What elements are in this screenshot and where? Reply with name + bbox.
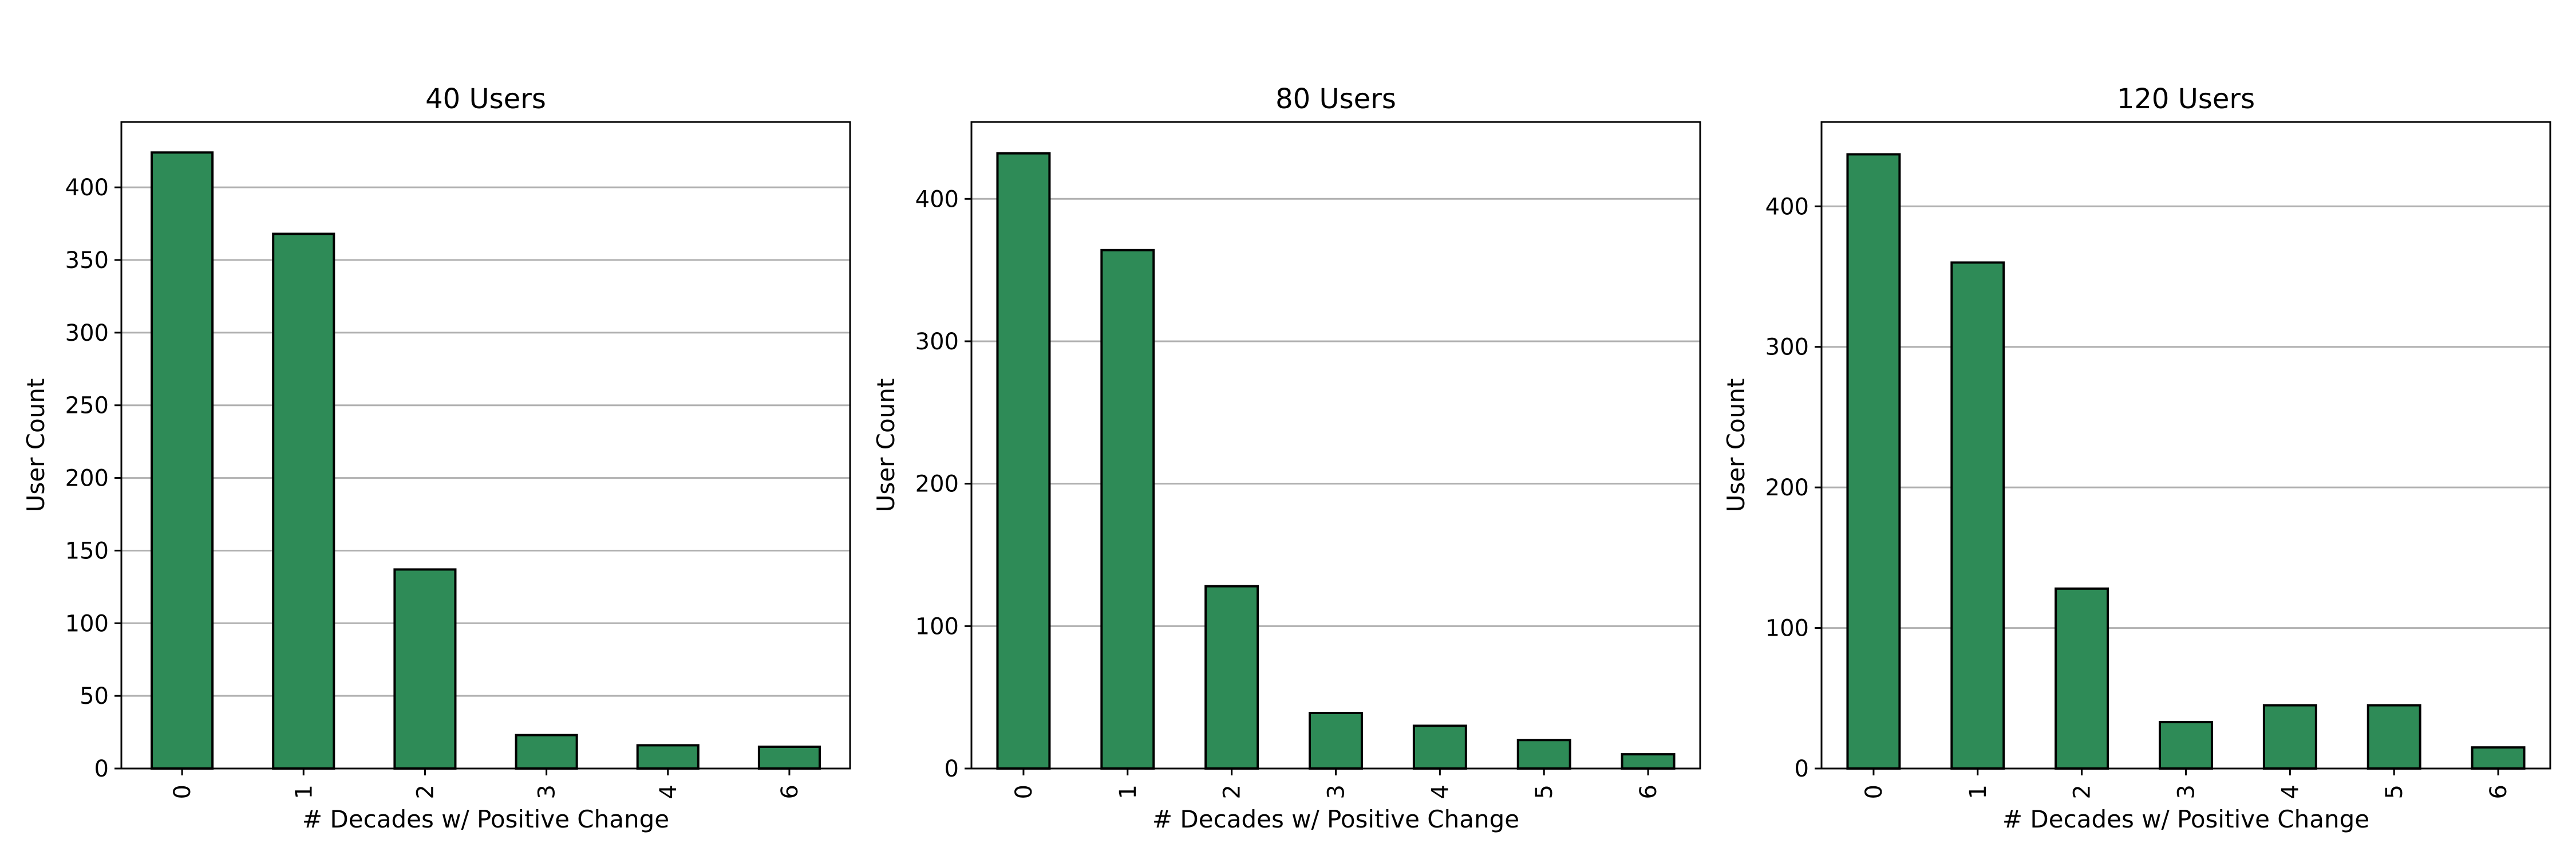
y-tick-label: 250 [65,393,109,419]
bar [393,568,457,770]
x-tick-label: 5 [2381,785,2408,799]
y-tick-label: 200 [65,466,109,492]
y-tick-label: 200 [915,471,959,498]
y-tick-label: 300 [915,329,959,355]
y-tick-label: 400 [915,186,959,212]
chart-title: 120 Users [2117,83,2255,115]
y-axis-label: User Count [872,379,900,513]
y-tick-label: 400 [1765,194,1809,220]
chart-title: 40 Users [425,83,546,115]
y-tick-label: 0 [945,756,959,782]
bar [2159,721,2213,770]
axes-frame [120,121,851,770]
y-tick-label: 300 [1765,334,1809,361]
x-tick-label: 6 [1635,785,1662,799]
x-tick-label: 6 [2486,785,2512,799]
x-tick-label: 1 [1115,785,1141,799]
y-tick-label: 200 [1765,475,1809,501]
x-tick-label: 2 [1219,785,1246,799]
chart-panel-1: 0 50 100 150 200 250 300 350 400 0 1 2 3 4 6 40 Users # … [22,83,851,833]
y-axis-label: User Count [22,379,50,513]
bar [1204,585,1259,770]
x-axis-label: # Decades w/ Positive Change [1152,805,1519,833]
bar [2262,704,2317,770]
bar [1621,753,1676,770]
bar [2471,746,2526,770]
y-tick-label: 350 [65,247,109,274]
y-tick-label: 100 [1765,616,1809,642]
chart-title: 80 Users [1275,83,1396,115]
bar [996,152,1051,770]
y-tick-label: 100 [65,610,109,637]
x-tick-label: 3 [1323,785,1350,799]
y-tick-label: 0 [1795,756,1809,782]
bar [2366,704,2421,770]
bar [636,744,700,770]
y-tick-label: 50 [80,683,109,710]
y-tick-label: 0 [94,756,109,782]
chart-panel-2: 0 100 200 300 400 0 1 2 3 4 5 6 80 Users # Decades w/… [872,83,1701,833]
bar [1516,739,1571,770]
axes-frame [970,121,1701,770]
x-tick-label: 3 [534,785,560,799]
axes-frame [1820,121,2551,770]
bar [272,233,335,770]
x-tick-label: 0 [169,785,196,799]
x-tick-label: 3 [2174,785,2200,799]
x-tick-label: 0 [1861,785,1887,799]
x-tick-label: 1 [291,785,317,799]
x-tick-label: 5 [1531,785,1558,799]
bar [1309,712,1363,770]
bar [1100,249,1155,770]
x-tick-label: 4 [655,785,682,799]
bar [515,734,578,770]
y-tick-label: 150 [65,538,109,564]
x-tick-label: 4 [1427,785,1453,799]
x-tick-label: 1 [1965,785,1992,799]
chart-panel-3: 0 100 200 300 400 0 1 2 3 4 5 6 120 Users # Decades w… [1722,83,2551,833]
x-axis-label: # Decades w/ Positive Change [302,805,669,833]
x-tick-label: 2 [412,785,438,799]
y-axis-label: User Count [1722,379,1750,513]
bar [2055,587,2109,770]
x-axis-label: # Decades w/ Positive Change [2002,805,2369,833]
bar [151,151,214,770]
y-tick-label: 300 [65,320,109,346]
y-tick-label: 400 [65,175,109,201]
y-tick-label: 100 [915,613,959,640]
x-tick-label: 2 [2069,785,2096,799]
x-tick-label: 0 [1011,785,1037,799]
bar [1846,153,1901,770]
x-tick-label: 4 [2277,785,2304,799]
bar [1950,261,2005,770]
x-tick-label: 6 [777,785,803,799]
bar [757,745,821,770]
bar [1412,724,1467,770]
